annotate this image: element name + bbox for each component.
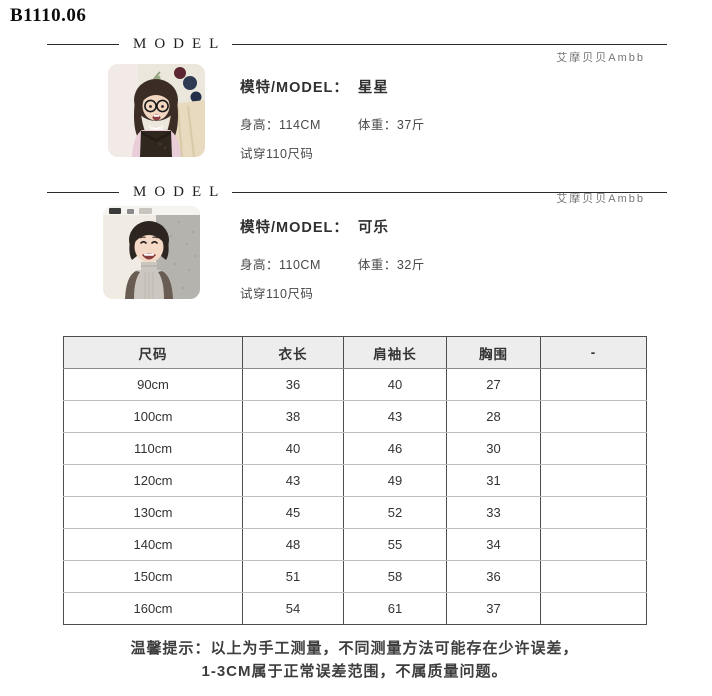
size-table-row: 140cm 48 55 34: [63, 528, 647, 561]
column-header-blank: -: [540, 336, 647, 369]
column-header-chest: 胸围: [446, 336, 541, 369]
size-table-cell: 54: [242, 592, 344, 625]
size-table-row: 110cm 40 46 30: [63, 432, 647, 465]
size-table-row: 150cm 51 58 36: [63, 560, 647, 593]
size-table-row: 160cm 54 61 37: [63, 592, 647, 625]
header-rule-right: [232, 43, 667, 45]
size-table-cell: 100cm: [63, 400, 243, 433]
model-photo-illustration: [103, 206, 200, 299]
size-table-cell: 55: [343, 528, 447, 561]
size-table-cell: 27: [446, 368, 541, 401]
size-table-cell: [540, 464, 647, 497]
size-table-cell: [540, 432, 647, 465]
size-table-cell: 36: [446, 560, 541, 593]
size-table-row: 100cm 38 43 28: [63, 400, 647, 433]
model-height: 身高：114CM: [240, 118, 321, 132]
brand-watermark: 艾摩贝贝Ambb: [556, 193, 645, 205]
header-rule-left: [47, 43, 119, 45]
size-table-cell: 51: [242, 560, 344, 593]
size-table-header-row: 尺码 衣长 肩袖长 胸围 -: [63, 336, 647, 369]
model-name-label: 模特/MODEL：: [240, 220, 349, 236]
header-rule-left: [47, 191, 119, 193]
size-table-cell: 43: [343, 400, 447, 433]
size-table-cell: 160cm: [63, 592, 243, 625]
size-table-row: 90cm 36 40 27: [63, 368, 647, 401]
column-header-size: 尺码: [63, 336, 243, 369]
model-header-1: MODEL: [47, 36, 667, 52]
size-table-cell: [540, 592, 647, 625]
model-height: 身高：110CM: [240, 258, 321, 272]
size-table-cell: 120cm: [63, 464, 243, 497]
size-table-cell: [540, 400, 647, 433]
size-table-cell: 110cm: [63, 432, 243, 465]
size-table-cell: 43: [242, 464, 344, 497]
model-header-2: MODEL: [47, 184, 667, 200]
notice-line-2: 1-3CM属于正常误差范围，不属质量问题。: [201, 663, 508, 680]
warm-notice: 温馨提示：以上为手工测量，不同测量方法可能存在少许误差， 1-3CM属于正常误差…: [63, 637, 646, 683]
size-table-row: 120cm 43 49 31: [63, 464, 647, 497]
notice-line-1: 温馨提示：以上为手工测量，不同测量方法可能存在少许误差，: [130, 640, 579, 657]
size-table-cell: 130cm: [63, 496, 243, 529]
column-header-shoulder-sleeve: 肩袖长: [343, 336, 447, 369]
model-stats: 身高：114CM 体重：37斤: [240, 114, 660, 133]
model-info-2: 模特/MODEL： 可乐 身高：110CM 体重：32斤 试穿110尺码: [240, 216, 660, 302]
header-rule-right: [232, 191, 667, 193]
size-table-cell: 33: [446, 496, 541, 529]
size-table-cell: [540, 560, 647, 593]
size-table-cell: 48: [242, 528, 344, 561]
column-header-length: 衣长: [242, 336, 344, 369]
model-photo-illustration: [108, 64, 205, 157]
size-table-cell: 150cm: [63, 560, 243, 593]
model-name: 星星: [357, 80, 389, 96]
model-fit-size: 试穿110尺码: [240, 147, 314, 161]
size-table-cell: 49: [343, 464, 447, 497]
model-name-label: 模特/MODEL：: [240, 80, 349, 96]
size-table-cell: [540, 368, 647, 401]
model-header-word: MODEL: [133, 183, 227, 200]
model-weight: 体重：37斤: [357, 118, 425, 132]
brand-watermark: 艾摩贝贝Ambb: [556, 52, 645, 64]
model-stats: 身高：110CM 体重：32斤: [240, 254, 660, 273]
model-name-line: 模特/MODEL： 星星: [240, 76, 660, 97]
size-table-cell: 37: [446, 592, 541, 625]
model-photo-kele: [103, 206, 200, 299]
model-weight: 体重：32斤: [357, 258, 425, 272]
model-info-1: 模特/MODEL： 星星 身高：114CM 体重：37斤 试穿110尺码: [240, 76, 660, 162]
model-photo-xingxing: [108, 64, 205, 157]
model-fit-size: 试穿110尺码: [240, 287, 314, 301]
size-table-cell: [540, 528, 647, 561]
size-table-cell: 36: [242, 368, 344, 401]
size-table-cell: 90cm: [63, 368, 243, 401]
size-table-cell: 40: [343, 368, 447, 401]
size-table-cell: 34: [446, 528, 541, 561]
size-table-cell: 61: [343, 592, 447, 625]
model-header-word: MODEL: [133, 35, 227, 52]
size-table-cell: 30: [446, 432, 541, 465]
size-table-cell: 28: [446, 400, 541, 433]
model-name-line: 模特/MODEL： 可乐: [240, 216, 660, 237]
product-code: B1110.06: [10, 5, 87, 26]
size-table-cell: 46: [343, 432, 447, 465]
size-table-cell: 52: [343, 496, 447, 529]
size-table-cell: 140cm: [63, 528, 243, 561]
size-table-cell: 38: [242, 400, 344, 433]
size-table-cell: [540, 496, 647, 529]
model-name: 可乐: [357, 220, 389, 236]
size-table-cell: 31: [446, 464, 541, 497]
size-table-cell: 45: [242, 496, 344, 529]
size-table-row: 130cm 45 52 33: [63, 496, 647, 529]
size-table-cell: 40: [242, 432, 344, 465]
size-chart-table: 尺码 衣长 肩袖长 胸围 - 90cm 36 40 27 100cm 38 43 28 110c…: [63, 336, 647, 625]
size-table-cell: 58: [343, 560, 447, 593]
